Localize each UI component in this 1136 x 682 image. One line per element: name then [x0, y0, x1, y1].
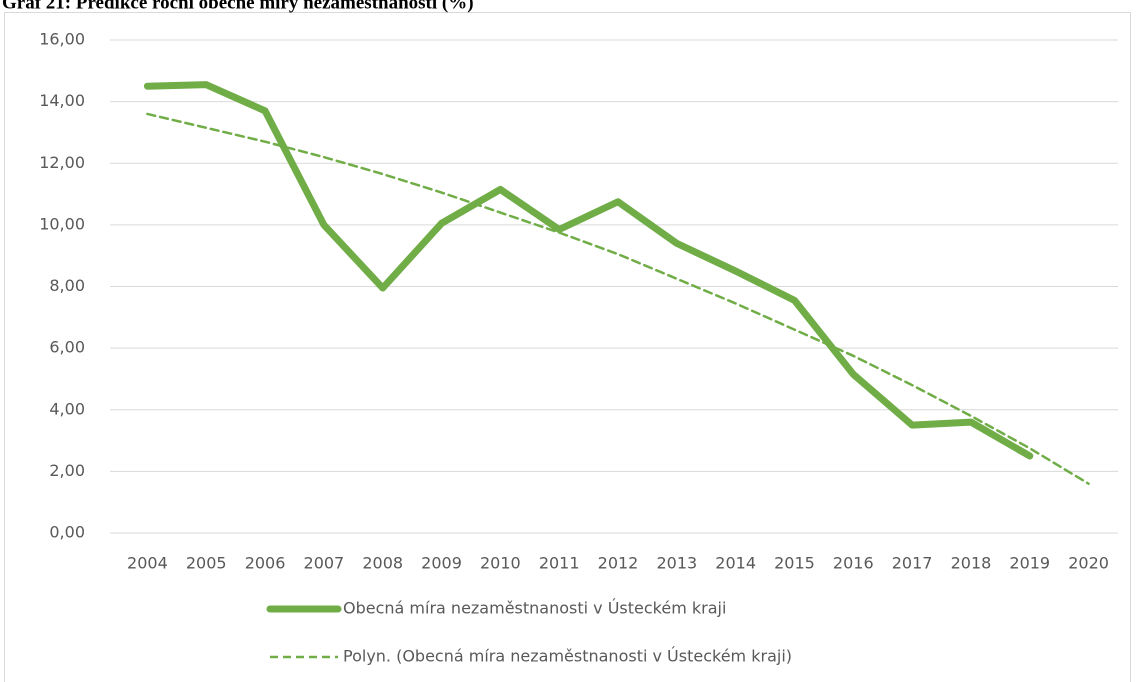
y-tick-label: 14,00 [39, 91, 85, 110]
x-tick-label: 2017 [892, 554, 933, 573]
legend-label: Polyn. (Obecná míra nezaměstnanosti v Ús… [343, 647, 792, 666]
x-tick-label: 2014 [715, 554, 756, 573]
trend-line [146, 112, 1090, 485]
x-tick-label: 2011 [539, 554, 580, 573]
x-tick-label: 2018 [951, 554, 992, 573]
x-tick-label: 2019 [1009, 554, 1050, 573]
x-tick-label: 2009 [421, 554, 462, 573]
y-tick-label: 8,00 [49, 276, 85, 295]
x-tick-label: 2012 [598, 554, 639, 573]
x-tick-label: 2008 [362, 554, 403, 573]
chart-title: Graf 21: Predikce roční obecné míry neza… [2, 0, 474, 13]
x-tick-label: 2004 [127, 554, 168, 573]
y-tick-label: 6,00 [49, 338, 85, 357]
y-tick-label: 4,00 [49, 399, 85, 418]
x-tick-label: 2013 [656, 554, 697, 573]
y-tick-label: 2,00 [49, 461, 85, 480]
y-tick-label: 16,00 [39, 30, 85, 49]
chart-frame [4, 12, 1131, 682]
x-tick-label: 2005 [186, 554, 227, 573]
y-tick-label: 10,00 [39, 214, 85, 233]
x-tick-label: 2010 [480, 554, 521, 573]
data-line [143, 81, 1034, 460]
x-tick-label: 2016 [833, 554, 874, 573]
y-tick-label: 12,00 [39, 153, 85, 172]
x-tick-label: 2007 [304, 554, 345, 573]
y-tick-label: 0,00 [49, 523, 85, 542]
legend-label: Obecná míra nezaměstnanosti v Ústeckém k… [343, 599, 726, 618]
x-tick-label: 2020 [1068, 554, 1109, 573]
x-tick-label: 2015 [774, 554, 815, 573]
x-tick-label: 2006 [245, 554, 286, 573]
